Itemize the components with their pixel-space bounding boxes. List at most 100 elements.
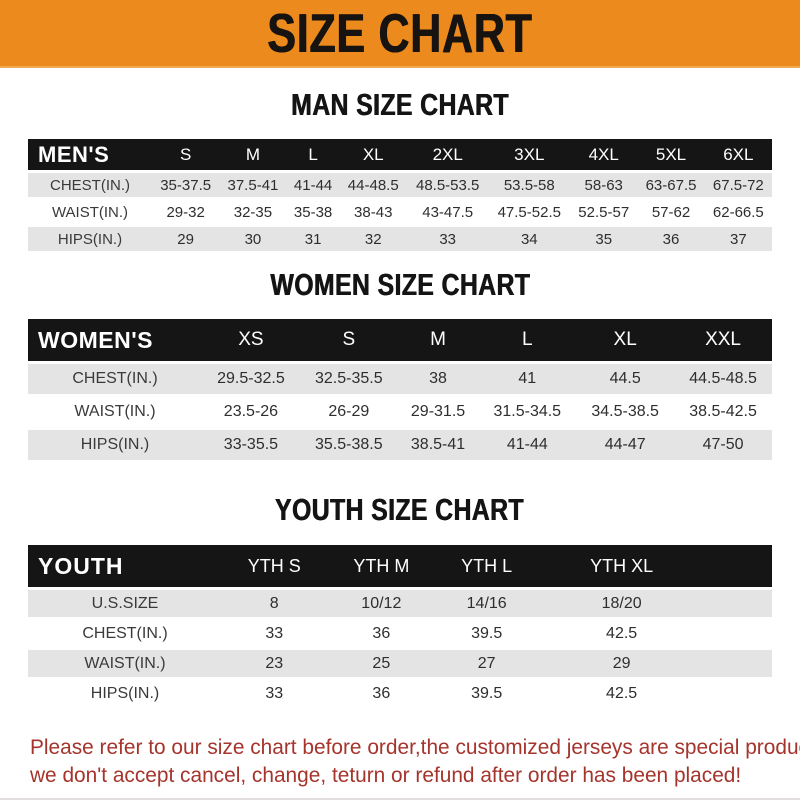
size-value-cell: 37 [704,227,772,251]
size-value-cell: 30 [219,227,287,251]
order-note-line2: we don't accept cancel, change, teturn o… [30,762,742,787]
row-label: WAIST(IN.) [28,397,202,427]
size-value-cell: 39.5 [436,620,538,647]
row-label: CHEST(IN.) [28,173,152,197]
size-table-head: MEN'S S M L XL 2XL 3XL 4XL 5XL 6XL [28,139,772,170]
size-value-cell: 41-44 [286,173,340,197]
size-value-cell: 8 [222,590,327,617]
size-value-cell: 14/16 [436,590,538,617]
row-label: U.S.SIZE [28,590,222,617]
row-label: CHEST(IN.) [28,364,202,394]
size-value-cell: 32 [339,227,407,251]
size-value-cell: 29 [537,650,772,677]
size-value-cell: 38.5-41 [397,430,479,460]
size-value-cell: 62-66.5 [704,200,772,224]
size-column-header: S [299,319,398,361]
size-value-cell: 58-63 [570,173,638,197]
row-label: HIPS(IN.) [28,680,222,707]
size-value-cell: 33 [222,620,327,647]
size-value-cell: 35.5-38.5 [299,430,398,460]
size-group-label: YOUTH [28,545,222,587]
order-note: Please refer to our size chart before or… [0,734,800,789]
size-value-cell: 32.5-35.5 [299,364,398,394]
size-table-header-row: YOUTH YTH S YTH M YTH L YTH XL [28,545,772,587]
size-value-cell: 26-29 [299,397,398,427]
size-value-cell: 47-50 [674,430,772,460]
size-value-cell: 44.5 [576,364,675,394]
men-size-table: MEN'S S M L XL 2XL 3XL 4XL 5XL 6XL CHEST(IN.) 35-37… [28,136,772,254]
size-value-cell: 35-37.5 [152,173,220,197]
size-value-cell: 63-67.5 [637,173,705,197]
youth-size-table: YOUTH YTH S YTH M YTH L YTH XL U.S.SIZE 8 10/12… [28,542,772,710]
youth-section-title-text: YOUTH SIZE CHART [275,492,525,527]
size-value-cell: 57-62 [637,200,705,224]
size-table-header-row: MEN'S S M L XL 2XL 3XL 4XL 5XL 6XL [28,139,772,170]
measurement-row: CHEST(IN.) 33 36 39.5 42.5 [28,620,772,647]
size-table-body: CHEST(IN.) 35-37.5 37.5-41 41-44 44-48.5 48.5… [28,173,772,251]
size-value-cell: 39.5 [436,680,538,707]
row-label: WAIST(IN.) [28,200,152,224]
size-column-header: 3XL [488,139,571,170]
size-value-cell: 31 [286,227,340,251]
size-value-cell: 23.5-26 [202,397,300,427]
size-value-cell: 29 [152,227,220,251]
order-note-line1: Please refer to our size chart before or… [30,735,800,759]
size-value-cell: 31.5-34.5 [478,397,577,427]
size-value-cell: 23 [222,650,327,677]
size-value-cell: 33-35.5 [202,430,300,460]
size-column-header: 6XL [704,139,772,170]
size-value-cell: 36 [326,620,437,647]
measurement-row: WAIST(IN.) 23.5-26 26-29 29-31.5 31.5-34.5 34… [28,397,772,427]
measurement-row: U.S.SIZE 8 10/12 14/16 18/20 [28,590,772,617]
size-value-cell: 47.5-52.5 [488,200,571,224]
size-value-cell: 34.5-38.5 [576,397,675,427]
size-value-cell: 29.5-32.5 [202,364,300,394]
size-column-header: M [219,139,287,170]
size-value-cell: 18/20 [537,590,772,617]
measurement-row: WAIST(IN.) 23 25 27 29 [28,650,772,677]
banner: SIZE CHART [0,0,800,68]
size-value-cell: 33 [406,227,489,251]
size-value-cell: 33 [222,680,327,707]
measurement-row: CHEST(IN.) 35-37.5 37.5-41 41-44 44-48.5 48.5… [28,173,772,197]
size-table-body: U.S.SIZE 8 10/12 14/16 18/20 CHEST(IN.) 33 36 39… [28,590,772,707]
size-value-cell: 44-48.5 [339,173,407,197]
size-value-cell: 34 [488,227,571,251]
size-column-header: L [286,139,340,170]
size-value-cell: 52.5-57 [570,200,638,224]
size-column-header: YTH XL [537,545,772,587]
size-value-cell: 25 [326,650,437,677]
women-section-title: WOMEN SIZE CHART [0,268,800,302]
size-value-cell: 41 [478,364,577,394]
size-value-cell: 43-47.5 [406,200,489,224]
size-value-cell: 44-47 [576,430,675,460]
size-column-header: XS [202,319,300,361]
size-value-cell: 29-32 [152,200,220,224]
size-value-cell: 10/12 [326,590,437,617]
measurement-row: HIPS(IN.) 33 36 39.5 42.5 [28,680,772,707]
size-value-cell: 36 [326,680,437,707]
measurement-row: WAIST(IN.) 29-32 32-35 35-38 38-43 43-47.5 47.… [28,200,772,224]
size-column-header: L [478,319,577,361]
size-column-header: M [397,319,479,361]
size-value-cell: 27 [436,650,538,677]
size-value-cell: 38.5-42.5 [674,397,772,427]
size-value-cell: 42.5 [537,680,772,707]
size-value-cell: 41-44 [478,430,577,460]
row-label: CHEST(IN.) [28,620,222,647]
size-value-cell: 38 [397,364,479,394]
size-value-cell: 37.5-41 [219,173,287,197]
measurement-row: CHEST(IN.) 29.5-32.5 32.5-35.5 38 41 44.5 44.5… [28,364,772,394]
size-value-cell: 38-43 [339,200,407,224]
size-value-cell: 48.5-53.5 [406,173,489,197]
size-column-header: XL [339,139,407,170]
size-value-cell: 44.5-48.5 [674,364,772,394]
size-column-header: YTH M [326,545,437,587]
size-value-cell: 53.5-58 [488,173,571,197]
row-label: WAIST(IN.) [28,650,222,677]
size-column-header: YTH S [222,545,327,587]
size-column-header: XXL [674,319,772,361]
size-table-head: WOMEN'S XS S M L XL XXL [28,319,772,361]
measurement-row: HIPS(IN.) 33-35.5 35.5-38.5 38.5-41 41-44 44-… [28,430,772,460]
page-title: SIZE CHART [267,1,533,64]
